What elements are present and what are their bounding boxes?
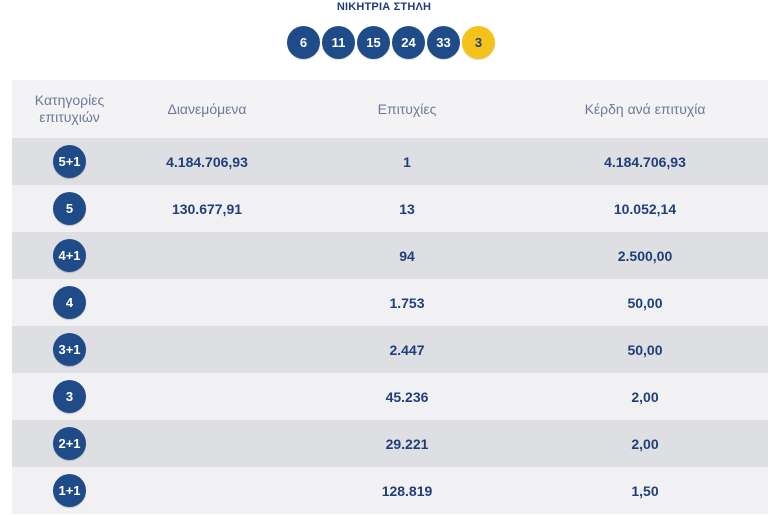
bonus-ball: 3 — [462, 26, 495, 59]
number-ball: 33 — [427, 26, 460, 59]
winners-value: 94 — [399, 247, 415, 264]
distributed-value: 130.677,91 — [171, 200, 243, 217]
winners-value: 29.221 — [385, 435, 429, 452]
category-badge: 4 — [53, 286, 86, 319]
category-badge: 5+1 — [53, 145, 86, 178]
distributed-value: 4.184.706,93 — [166, 153, 248, 170]
prize-value: 1,50 — [631, 482, 659, 499]
table-row: 4 1.753 50,00 — [12, 279, 768, 326]
header-prize: Κέρδη ανά επιτυχία — [584, 101, 706, 117]
winners-value: 1 — [403, 153, 411, 170]
table-row: 4+1 94 2.500,00 — [12, 232, 768, 279]
category-badge: 5 — [53, 192, 86, 225]
category-badge: 3+1 — [53, 333, 86, 366]
table-row: 2+1 29.221 2,00 — [12, 420, 768, 467]
number-ball: 11 — [322, 26, 355, 59]
category-badge: 2+1 — [53, 427, 86, 460]
table-row: 5 130.677,91 13 10.052,14 — [12, 185, 768, 232]
table-header: Κατηγορίες επιτυχιών Διανεμόμενα Επιτυχί… — [12, 80, 768, 138]
category-badge: 1+1 — [53, 474, 86, 507]
winning-numbers: 6 11 15 24 33 3 — [287, 26, 495, 59]
prize-value: 4.184.706,93 — [604, 153, 686, 170]
number-ball: 6 — [287, 26, 320, 59]
table-row: 3+1 2.447 50,00 — [12, 326, 768, 373]
header-category: Κατηγορίες επιτυχιών — [34, 92, 105, 125]
prize-value: 50,00 — [627, 341, 663, 358]
page-title: ΝΙΚΗΤΡΙΑ ΣΤΗΛΗ — [336, 1, 432, 13]
prize-value: 2.500,00 — [617, 247, 673, 264]
table-row: 5+1 4.184.706,93 1 4.184.706,93 — [12, 138, 768, 185]
header-distributed: Διανεμόμενα — [167, 101, 247, 117]
prize-value: 50,00 — [627, 294, 663, 311]
winners-value: 128.819 — [381, 482, 433, 499]
winners-value: 45.236 — [385, 388, 429, 405]
header-winners: Επιτυχίες — [377, 101, 437, 117]
prize-value: 2,00 — [631, 388, 659, 405]
number-ball: 24 — [392, 26, 425, 59]
prize-value: 10.052,14 — [613, 200, 677, 217]
category-badge: 3 — [53, 380, 86, 413]
prize-value: 2,00 — [631, 435, 659, 452]
winners-value: 2.447 — [389, 341, 425, 358]
results-table: Κατηγορίες επιτυχιών Διανεμόμενα Επιτυχί… — [12, 80, 768, 514]
number-ball: 15 — [357, 26, 390, 59]
table-row: 3 45.236 2,00 — [12, 373, 768, 420]
winners-value: 13 — [399, 200, 415, 217]
winners-value: 1.753 — [389, 294, 425, 311]
category-badge: 4+1 — [53, 239, 86, 272]
table-row: 1+1 128.819 1,50 — [12, 467, 768, 514]
